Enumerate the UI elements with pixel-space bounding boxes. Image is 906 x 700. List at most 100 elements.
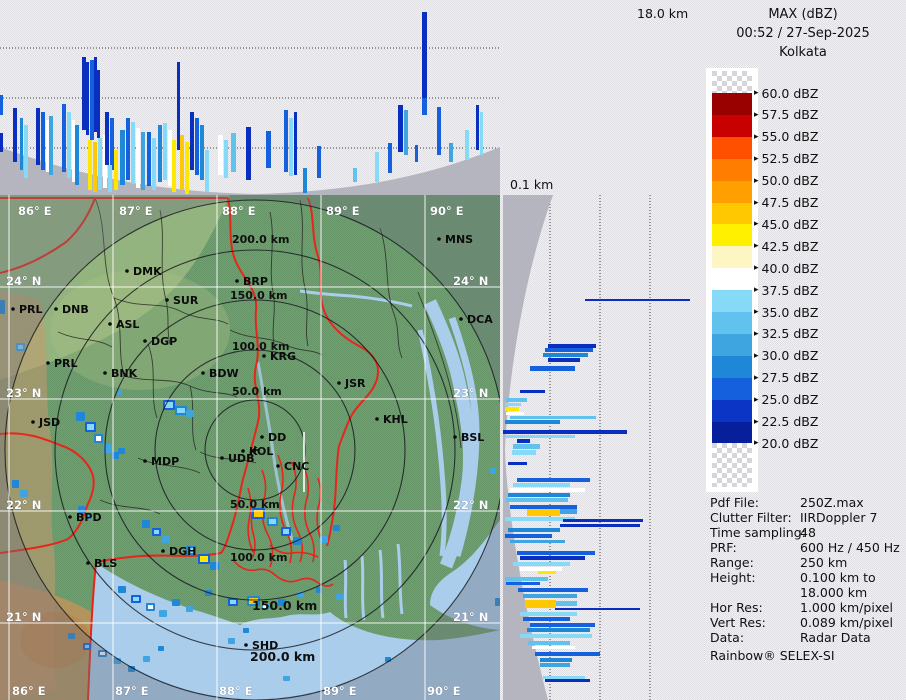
city-label: DGH: [169, 545, 196, 558]
legend-arrow-icon: ▸: [754, 153, 759, 164]
info-row: 18.000 km: [710, 585, 904, 600]
city-dot: [276, 464, 280, 468]
longitude-label: 90° E: [427, 684, 461, 698]
yz-echo-bar: [505, 577, 548, 581]
info-label: Pdf File:: [710, 495, 759, 510]
longitude-label: 87° E: [115, 684, 149, 698]
range-ring: [54, 249, 456, 651]
xz-echo-bar: [449, 143, 453, 162]
graticule: [0, 195, 500, 700]
latitude-label: 23° N: [6, 386, 41, 400]
info-row: Data: Radar Data: [710, 630, 904, 645]
info-row: Time sampling:48: [710, 525, 904, 540]
city-label: CNC: [284, 460, 309, 473]
echo-cell: [0, 300, 5, 314]
echo-cell: [243, 628, 249, 633]
yz-echo-bar: [517, 439, 530, 443]
info-row: Pdf File: 250Z.max: [710, 495, 904, 510]
yz-echo-bar: [505, 407, 519, 411]
city-dot: [459, 317, 463, 321]
yz-echo-bar: [505, 403, 521, 406]
yz-echo-bar: [506, 398, 527, 402]
yz-echo-bar: [506, 412, 524, 415]
echo-cell-core: [165, 402, 173, 408]
city-label: DNB: [62, 303, 89, 316]
info-value: 1.000 km/pixel: [800, 600, 893, 615]
xz-echo-bar: [158, 125, 162, 182]
echo-cell-core: [254, 510, 263, 517]
xz-echo-bar: [195, 118, 199, 175]
info-value: 0.100 km to: [800, 570, 876, 585]
xz-echo-bar: [437, 107, 441, 155]
xz-echo-bar: [289, 118, 293, 176]
echo-cell-core: [249, 598, 258, 604]
legend-swatch: [712, 355, 752, 379]
legend-swatch: [712, 202, 752, 225]
yz-echo-bar: [510, 505, 577, 509]
range-ring: [104, 299, 406, 601]
legend-threshold-label: ▸ 40.0 dBZ: [754, 260, 818, 276]
legend-threshold-label: ▸ 50.0 dBZ: [754, 173, 818, 189]
xz-echo-bar: [46, 120, 49, 172]
xz-echo-bar: [398, 105, 403, 152]
yz-echo-bar: [543, 353, 588, 357]
city-label: SUR: [173, 294, 199, 307]
out-of-range-mask: [0, 195, 500, 700]
legend-threshold-text: 40.0 dBZ: [761, 260, 819, 276]
city-dot: [235, 279, 239, 283]
legend-threshold-text: 37.5 dBZ: [761, 282, 819, 298]
legend-swatch: [712, 377, 752, 401]
yz-echo-bar: [520, 634, 592, 638]
info-row: Height: 0.100 km to: [710, 570, 904, 585]
info-value: Radar Data: [800, 630, 871, 645]
legend-swatch: [712, 158, 752, 182]
echo-cell: [76, 412, 85, 421]
yz-echo-bar: [520, 390, 545, 393]
yz-echo-bar: [560, 524, 640, 527]
info-label: Height:: [710, 570, 756, 585]
longitude-label: 86° E: [18, 204, 52, 218]
legend-swatch-above-max: [712, 71, 752, 93]
range-ring-label: 50.0 km: [232, 385, 282, 398]
xz-echo-bar: [200, 125, 204, 180]
range-ring: [154, 349, 356, 551]
yz-echo-bar: [520, 556, 585, 560]
echo-cell: [158, 646, 164, 651]
legend-arrow-icon: ▸: [754, 175, 759, 186]
xz-echo-bar: [294, 112, 297, 175]
legend-threshold-text: 22.5 dBZ: [761, 414, 819, 429]
yz-echo-bar: [527, 628, 590, 632]
longitude-label: 88° E: [222, 204, 256, 218]
city-dot: [260, 435, 264, 439]
legend-threshold-text: 32.5 dBZ: [761, 326, 819, 342]
legend-threshold-label: ▸ 42.5 dBZ: [754, 238, 818, 254]
city-label: DMK: [133, 265, 162, 278]
info-label: Clutter Filter:: [710, 510, 792, 525]
city-label: PRL: [19, 303, 43, 316]
city-label: MNS: [445, 233, 473, 246]
xz-echo-bar: [114, 150, 118, 190]
yz-echo-bar: [520, 567, 562, 571]
legend-threshold-label: ▸ 57.5 dBZ: [754, 107, 818, 123]
info-value: 250Z.max: [800, 495, 864, 510]
xz-echo-bar: [72, 120, 75, 182]
city-dot: [201, 371, 205, 375]
yz-echo-bar: [545, 348, 593, 352]
legend-arrow-icon: ▸: [754, 131, 759, 142]
legend-arrow-icon: ▸: [754, 219, 759, 230]
city-label: BDW: [209, 367, 239, 380]
legend-threshold-text: 27.5 dBZ: [761, 370, 819, 386]
yz-echo-bar: [508, 528, 560, 532]
yz-echo-bar: [540, 658, 572, 662]
xz-echo-bar: [86, 62, 89, 135]
echo-cell: [118, 586, 126, 593]
legend-arrow-icon: ▸: [754, 109, 759, 120]
yz-echo-bar: [517, 478, 590, 482]
echo-cell: [159, 610, 167, 617]
echo-cell: [186, 606, 193, 612]
product-timestamp: 00:52 / 27-Sep-2025: [736, 26, 870, 41]
city-dot: [68, 515, 72, 519]
xz-echo-bar: [224, 140, 228, 178]
yz-echo-bar: [510, 540, 565, 543]
legend-threshold-label: ▸ 30.0 dBZ: [754, 348, 818, 364]
